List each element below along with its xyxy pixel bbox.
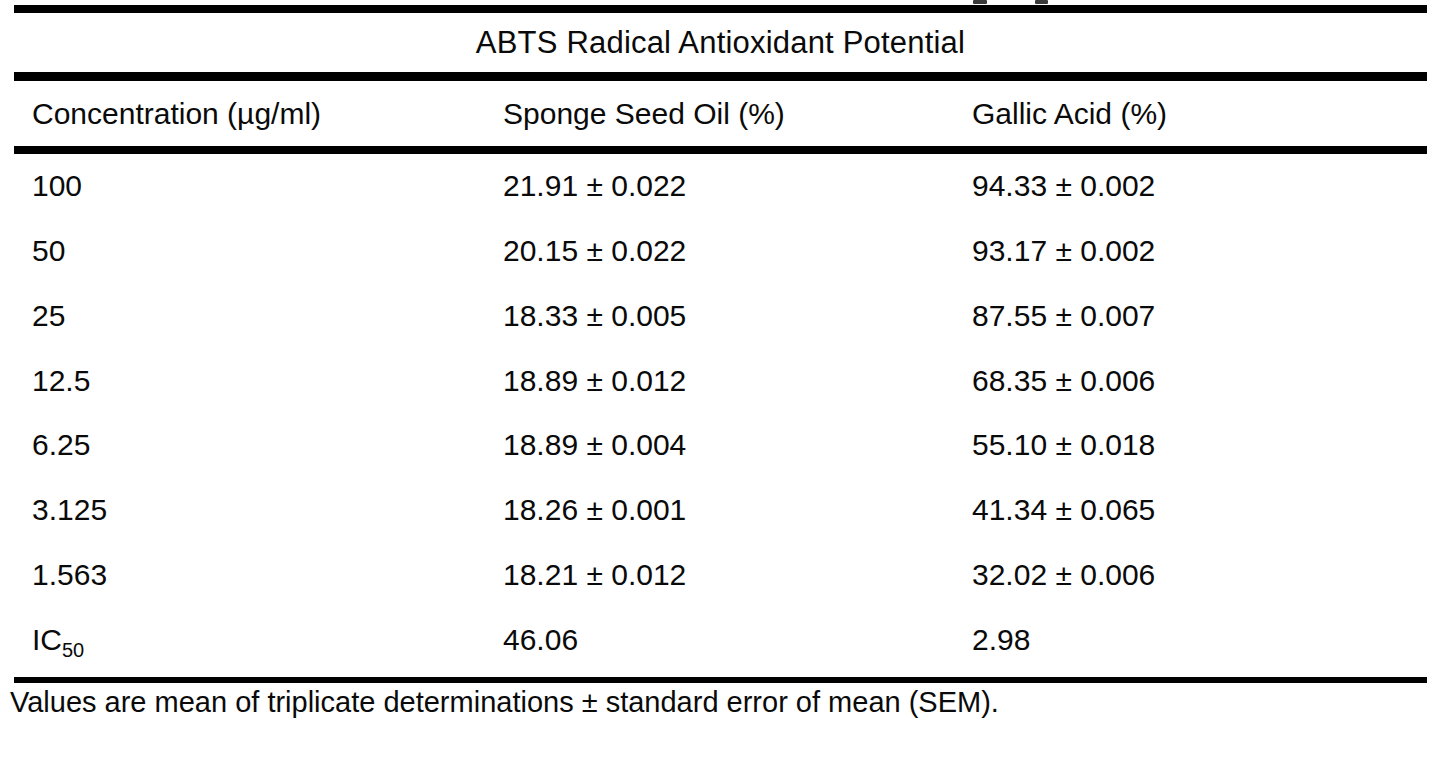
sponge-seed-oil-value: 18.89 ± 0.012 [503, 364, 972, 398]
table-row: 50 20.15 ± 0.022 93.17 ± 0.002 [14, 219, 1427, 284]
sponge-seed-oil-value: 18.89 ± 0.004 [503, 428, 972, 462]
gallic-acid-value: 55.10 ± 0.018 [972, 428, 1427, 462]
sponge-seed-oil-value: 18.26 ± 0.001 [503, 493, 972, 527]
concentration-value: 3.125 [14, 493, 503, 527]
concentration-value: 25 [14, 299, 503, 333]
sponge-seed-oil-value: 18.21 ± 0.012 [503, 558, 972, 592]
table-footnote: Values are mean of triplicate determinat… [10, 686, 999, 719]
sponge-seed-oil-value: 18.33 ± 0.005 [503, 299, 972, 333]
cropped-text-fragment [973, 0, 987, 4]
ic50-subscript: 50 [62, 639, 84, 661]
table-row: 100 21.91 ± 0.022 94.33 ± 0.002 [14, 154, 1427, 219]
gallic-acid-value: 32.02 ± 0.006 [972, 558, 1427, 592]
table-body: 100 21.91 ± 0.022 94.33 ± 0.002 50 20.15… [14, 154, 1427, 672]
concentration-value: IC50 [14, 623, 503, 657]
header-separator-rule [14, 146, 1427, 154]
table-row: 1.563 18.21 ± 0.012 32.02 ± 0.006 [14, 543, 1427, 608]
concentration-value: 12.5 [14, 364, 503, 398]
table-header-row: Concentration (µg/ml) Sponge Seed Oil (%… [14, 82, 1427, 146]
title-separator-rule [14, 72, 1427, 81]
table-top-rule [14, 5, 1427, 13]
gallic-acid-value: 41.34 ± 0.065 [972, 493, 1427, 527]
concentration-value: 50 [14, 234, 503, 268]
table-row: 25 18.33 ± 0.005 87.55 ± 0.007 [14, 284, 1427, 349]
sponge-seed-oil-value: 21.91 ± 0.022 [503, 169, 972, 203]
sponge-seed-oil-value: 20.15 ± 0.022 [503, 234, 972, 268]
table-row: 6.25 18.89 ± 0.004 55.10 ± 0.018 [14, 413, 1427, 478]
gallic-acid-value: 2.98 [972, 623, 1427, 657]
gallic-acid-value: 87.55 ± 0.007 [972, 299, 1427, 333]
concentration-value: 1.563 [14, 558, 503, 592]
table-row: 3.125 18.26 ± 0.001 41.34 ± 0.065 [14, 478, 1427, 543]
gallic-acid-value: 93.17 ± 0.002 [972, 234, 1427, 268]
ic50-label: IC [32, 623, 62, 656]
concentration-value: 6.25 [14, 428, 503, 462]
table-title: ABTS Radical Antioxidant Potential [14, 13, 1427, 72]
table-bottom-rule [14, 677, 1427, 683]
paper-table-sheet: ABTS Radical Antioxidant Potential Conce… [0, 0, 1446, 760]
column-header-concentration: Concentration (µg/ml) [14, 97, 503, 131]
column-header-sponge-seed-oil: Sponge Seed Oil (%) [503, 97, 972, 131]
table-row: 12.5 18.89 ± 0.012 68.35 ± 0.006 [14, 348, 1427, 413]
cropped-text-fragment [1035, 0, 1048, 4]
sponge-seed-oil-value: 46.06 [503, 623, 972, 657]
gallic-acid-value: 94.33 ± 0.002 [972, 169, 1427, 203]
column-header-gallic-acid: Gallic Acid (%) [972, 97, 1427, 131]
gallic-acid-value: 68.35 ± 0.006 [972, 364, 1427, 398]
concentration-value: 100 [14, 169, 503, 203]
table-row: IC50 46.06 2.98 [14, 607, 1427, 672]
